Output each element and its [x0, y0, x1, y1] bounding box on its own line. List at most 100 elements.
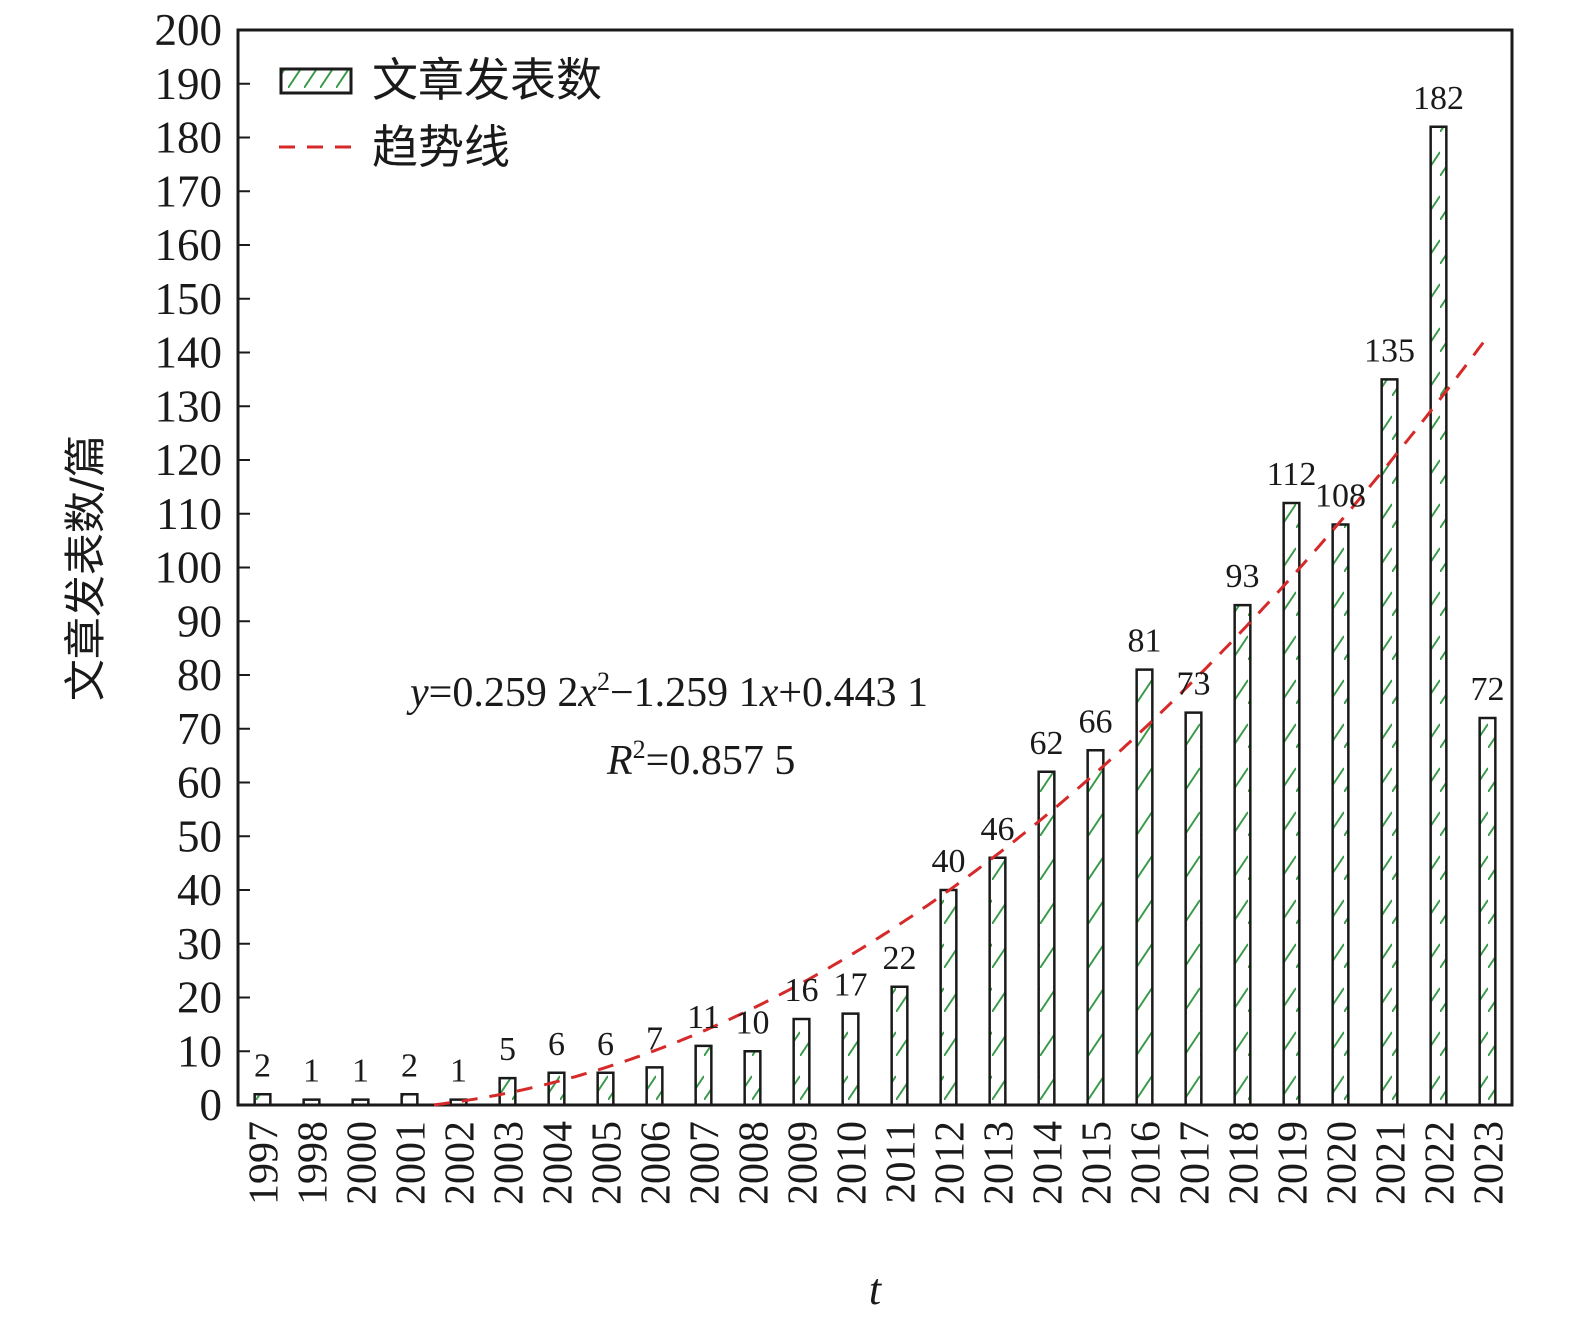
bar-2002 — [449, 1098, 468, 1107]
x-tick-label-2000: 2000 — [340, 1121, 386, 1205]
y-tick-label: 30 — [177, 919, 222, 969]
bar-2013 — [988, 856, 1007, 1107]
x-tick-label-2022: 2022 — [1418, 1121, 1464, 1205]
eq-x1: x — [577, 670, 597, 716]
bars-group — [253, 125, 1497, 1107]
trendline-r-squared: R2=0.857 5 — [606, 735, 795, 784]
r2-value: =0.857 5 — [646, 738, 796, 784]
y-tick-label: 50 — [177, 811, 222, 861]
bar-2016 — [1135, 668, 1154, 1107]
eq-exp: 2 — [597, 667, 610, 696]
x-tick-label-1997: 1997 — [242, 1121, 288, 1205]
data-label-2010: 17 — [834, 967, 868, 1004]
data-label-2009: 16 — [785, 972, 819, 1009]
x-tick-label-2017: 2017 — [1173, 1121, 1219, 1205]
legend-bar-swatch — [279, 67, 353, 95]
y-tick-label: 190 — [155, 59, 223, 109]
trendline-equation: y=0.259 2x2−1.259 1x+0.443 1 — [406, 667, 928, 716]
y-tick-label: 170 — [155, 166, 223, 216]
data-label-2007: 11 — [687, 999, 720, 1036]
data-label-2005: 6 — [597, 1026, 614, 1063]
y-tick-label: 70 — [177, 704, 222, 754]
bar-2021 — [1380, 378, 1399, 1107]
x-tick-label-2015: 2015 — [1075, 1121, 1121, 1205]
x-tick-label-2004: 2004 — [536, 1121, 582, 1205]
y-tick-label: 20 — [177, 973, 222, 1023]
y-tick-label: 80 — [177, 650, 222, 700]
data-label-2003: 5 — [499, 1031, 516, 1068]
plot-area — [236, 28, 1514, 1107]
data-label-2014: 62 — [1030, 725, 1064, 762]
bar-2005 — [596, 1071, 615, 1107]
y-tick-label: 140 — [155, 328, 223, 378]
bar-2023 — [1478, 716, 1497, 1107]
eq-y: y — [406, 670, 429, 716]
y-tick-label: 160 — [155, 220, 223, 270]
x-tick-label-2006: 2006 — [634, 1121, 680, 1205]
y-axis-label: 文章发表数/篇 — [61, 435, 110, 701]
y-tick-label: 150 — [155, 274, 223, 324]
data-label-2015: 66 — [1079, 703, 1113, 740]
x-tick-label-2011: 2011 — [879, 1121, 925, 1203]
data-label-2023: 72 — [1471, 671, 1505, 708]
data-label-2020: 108 — [1315, 478, 1366, 515]
legend-bar-label: 文章发表数 — [372, 53, 602, 107]
x-tick-label-2020: 2020 — [1320, 1121, 1366, 1205]
bar-2011 — [890, 985, 909, 1107]
bar-2008 — [743, 1050, 762, 1107]
data-label-2013: 46 — [981, 811, 1015, 848]
bar-2014 — [1037, 770, 1056, 1107]
data-label-2011: 22 — [883, 940, 917, 977]
y-axis-ticks: 0102030405060708090100110120130140150160… — [155, 5, 250, 1130]
x-tick-label-2005: 2005 — [585, 1121, 631, 1205]
r2-r: R — [606, 738, 633, 784]
bar-1998 — [302, 1098, 321, 1107]
data-label-2017: 73 — [1177, 666, 1211, 703]
y-tick-label: 130 — [155, 381, 223, 431]
data-label-2018: 93 — [1226, 558, 1260, 595]
x-tick-label-2018: 2018 — [1222, 1121, 1268, 1205]
eq-a: =0.259 2 — [429, 670, 579, 716]
bar-2020 — [1331, 523, 1350, 1107]
data-label-2012: 40 — [932, 843, 966, 880]
data-label-2019: 112 — [1267, 456, 1317, 493]
data-label-2001: 2 — [401, 1047, 418, 1084]
bar-2017 — [1184, 711, 1203, 1107]
x-tick-label-2014: 2014 — [1026, 1121, 1072, 1205]
plot-frame — [236, 28, 1514, 1107]
x-tick-label-1998: 1998 — [291, 1121, 337, 1205]
bar-2010 — [841, 1012, 860, 1107]
eq-x2: x — [759, 670, 779, 716]
x-tick-label-2008: 2008 — [732, 1121, 778, 1205]
data-label-1997: 2 — [254, 1047, 271, 1084]
y-tick-label: 110 — [156, 489, 222, 539]
x-axis-label: t — [869, 1265, 883, 1314]
x-tick-label-2003: 2003 — [487, 1121, 533, 1205]
bar-2004 — [547, 1071, 566, 1107]
legend-trendline-label: 趋势线 — [372, 120, 510, 174]
x-tick-label-2021: 2021 — [1369, 1121, 1415, 1205]
bar-2019 — [1282, 501, 1301, 1107]
data-label-2008: 10 — [736, 1004, 770, 1041]
y-tick-label: 40 — [177, 865, 222, 915]
y-tick-label: 180 — [155, 113, 223, 163]
bar-2007 — [694, 1044, 713, 1107]
data-label-2004: 6 — [548, 1026, 565, 1063]
y-tick-label: 60 — [177, 758, 222, 808]
y-tick-label: 10 — [177, 1026, 222, 1076]
data-label-2021: 135 — [1364, 332, 1415, 369]
data-label-2016: 81 — [1128, 623, 1162, 660]
bar-2000 — [351, 1098, 370, 1107]
eq-c: +0.443 1 — [778, 670, 928, 716]
data-label-1998: 1 — [303, 1053, 320, 1090]
x-tick-label-2001: 2001 — [389, 1121, 435, 1205]
bar-2009 — [792, 1017, 811, 1107]
y-tick-label: 100 — [155, 543, 223, 593]
data-label-2000: 1 — [352, 1053, 369, 1090]
x-tick-label-2002: 2002 — [438, 1121, 484, 1205]
bar-2003 — [498, 1076, 517, 1107]
x-tick-label-2009: 2009 — [781, 1121, 827, 1205]
bar-2015 — [1086, 749, 1105, 1107]
x-tick-label-2012: 2012 — [928, 1121, 974, 1205]
